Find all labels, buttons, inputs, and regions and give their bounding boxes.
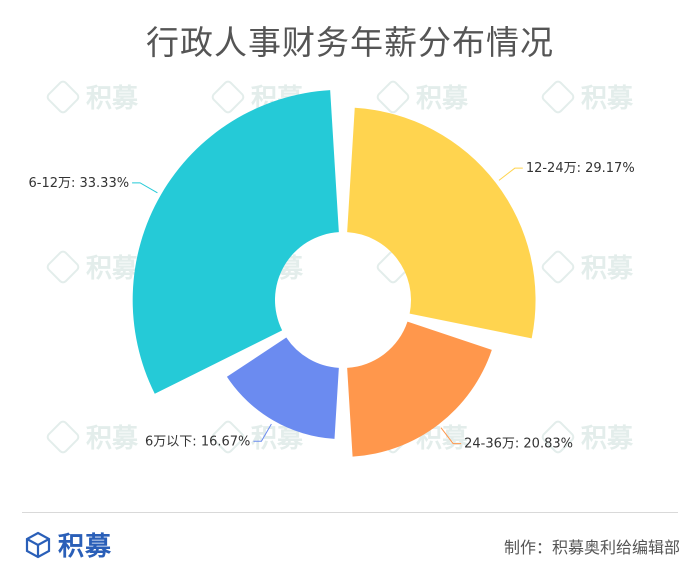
footer-logo: 积募 xyxy=(24,526,112,563)
slice-label: 6-12万: 33.33% xyxy=(28,176,129,191)
leader-line xyxy=(253,423,272,442)
watermark-brand: 积募 xyxy=(581,84,634,114)
watermark-brand: 积募 xyxy=(416,84,469,114)
footer-divider xyxy=(22,512,678,513)
slices-group xyxy=(132,90,536,457)
leader-line xyxy=(498,167,523,181)
slice-label: 12-24万: 29.17% xyxy=(526,161,635,176)
labels-group: 12-24万: 29.17% 24-36万: 20.83% 6万以下: 16.67%… xyxy=(28,161,634,451)
watermark-brand: 积募 xyxy=(581,254,634,284)
watermark-tile: 积募 xyxy=(44,78,139,115)
watermark-brand: 积募 xyxy=(86,254,139,284)
chart-title: 行政人事财务年薪分布情况 xyxy=(146,23,554,62)
cube-logo-icon xyxy=(25,531,51,558)
slice-label: 24-36万: 20.83% xyxy=(464,437,573,452)
watermark-tile: 积募 xyxy=(539,418,634,455)
watermark-tile: 积募 xyxy=(44,418,139,455)
watermark-tile: 积募 xyxy=(44,248,139,285)
watermark-brand: 积募 xyxy=(86,84,139,114)
watermark-tile: 积募 xyxy=(539,78,634,115)
slice-label: 6万以下: 16.67% xyxy=(145,434,250,449)
watermark-tile: 积募 xyxy=(374,78,469,115)
footer-brand: 积募 xyxy=(58,532,113,562)
leader-line xyxy=(440,427,462,445)
credit-text: 制作：积募奥利给编辑部 xyxy=(503,538,680,557)
watermark-brand: 积募 xyxy=(581,424,634,454)
leader-line xyxy=(132,182,158,194)
slice-6万以下[interactable] xyxy=(226,337,339,439)
slice-24-36万[interactable] xyxy=(347,321,492,457)
watermark-tile: 积募 xyxy=(539,248,634,285)
slice-6-12万[interactable] xyxy=(132,90,339,394)
watermark-brand: 积募 xyxy=(86,424,139,454)
slice-12-24万[interactable] xyxy=(347,107,536,339)
